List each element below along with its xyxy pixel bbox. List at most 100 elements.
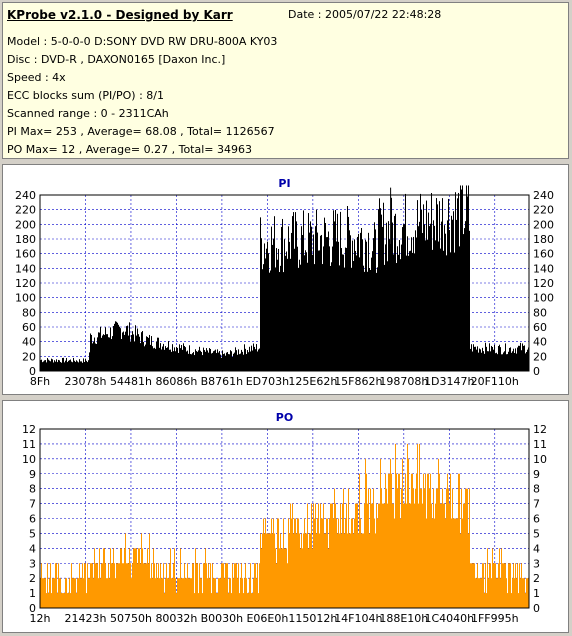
- pi-bar: [384, 264, 385, 371]
- po-bar: [346, 503, 347, 608]
- po-bar: [109, 578, 110, 608]
- po-bar: [317, 518, 318, 608]
- po-bar: [57, 593, 58, 608]
- pi-bar: [416, 237, 417, 371]
- pi-bar: [312, 254, 313, 371]
- po-bar: [77, 578, 78, 608]
- po-bar: [140, 563, 141, 608]
- po-bar: [502, 563, 503, 608]
- po-x-tick: 1C4040h: [424, 612, 474, 625]
- pi-bar: [442, 198, 443, 371]
- pi-bar: [459, 246, 460, 371]
- pi-bar: [431, 193, 432, 371]
- pi-bar: [339, 265, 340, 371]
- po-bar: [270, 533, 271, 608]
- po-bar: [368, 488, 369, 608]
- po-bar: [526, 578, 527, 608]
- po-bar: [431, 503, 432, 608]
- pi-y-tick-right: 60: [533, 321, 547, 334]
- po-bar: [262, 533, 263, 608]
- po-bar: [224, 578, 225, 608]
- pi-bar: [208, 352, 209, 371]
- po-bar: [298, 518, 299, 608]
- pi-bar: [255, 349, 256, 371]
- pi-bar: [486, 346, 487, 371]
- pi-bar: [275, 267, 276, 371]
- pi-bar: [491, 345, 492, 371]
- po-bar: [432, 518, 433, 608]
- po-bar: [320, 503, 321, 608]
- po-bar: [309, 533, 310, 608]
- po-bar: [121, 548, 122, 608]
- app-title: KProbe v2.1.0 - Designed by Karr: [7, 8, 233, 22]
- po-bar: [56, 563, 57, 608]
- po-bar: [359, 473, 360, 608]
- po-bar: [167, 578, 168, 608]
- pi-bar: [137, 328, 138, 371]
- pi-y-tick-left: 180: [15, 233, 36, 246]
- po-bar: [449, 503, 450, 608]
- po-bar: [473, 563, 474, 608]
- pi-y-tick-left: 240: [15, 189, 36, 202]
- po-bar: [500, 578, 501, 608]
- po-bar: [207, 578, 208, 608]
- po-bar: [324, 533, 325, 608]
- pi-bar: [393, 254, 394, 371]
- po-bar: [433, 488, 434, 608]
- po-bar: [417, 443, 418, 608]
- pi-bar: [411, 237, 412, 371]
- po-bar: [401, 488, 402, 608]
- po-bar: [84, 563, 85, 608]
- po-bar: [253, 578, 254, 608]
- po-bar: [313, 503, 314, 608]
- po-bar: [494, 563, 495, 608]
- pi-bar: [171, 351, 172, 371]
- po-bar: [127, 563, 128, 608]
- pi-bar: [441, 221, 442, 371]
- po-bar: [58, 563, 59, 608]
- pi-bar: [289, 241, 290, 371]
- pi-bar: [280, 265, 281, 371]
- pi-summary-line: PI Max= 253 , Average= 68.08 , Total= 11…: [7, 125, 275, 138]
- pi-bar: [264, 243, 265, 371]
- pi-bar: [489, 343, 490, 371]
- po-bar: [169, 563, 170, 608]
- pi-bar: [303, 210, 304, 371]
- pi-bar: [300, 264, 301, 371]
- pi-bar: [218, 352, 219, 371]
- po-bar: [297, 518, 298, 608]
- pi-chart-panel: PI 0 0 20 20 40 40 60 60 80 80 100 100 120 120 140 140 16…: [2, 164, 569, 395]
- pi-bar: [511, 352, 512, 371]
- po-bar: [325, 533, 326, 608]
- pi-y-tick-left: 140: [15, 262, 36, 275]
- pi-bar: [122, 332, 123, 371]
- pi-bar: [424, 224, 425, 371]
- po-bar: [513, 563, 514, 608]
- po-bar: [70, 593, 71, 608]
- po-bar: [407, 443, 408, 608]
- pi-bar: [437, 204, 438, 371]
- po-bar: [48, 593, 49, 608]
- po-bar: [104, 548, 105, 608]
- po-bar: [80, 578, 81, 608]
- pi-bar: [154, 347, 155, 371]
- pi-bar: [495, 353, 496, 371]
- po-bar: [112, 563, 113, 608]
- po-bar: [318, 503, 319, 608]
- pi-bar: [215, 349, 216, 371]
- pi-y-tick-right: 200: [533, 218, 554, 231]
- po-bar: [78, 578, 79, 608]
- po-bar: [67, 593, 68, 608]
- pi-bar: [250, 351, 251, 371]
- pi-bar: [89, 352, 90, 371]
- pi-bar: [419, 221, 420, 371]
- pi-bar: [188, 353, 189, 371]
- pi-bar: [436, 198, 437, 371]
- pi-bar: [65, 360, 66, 371]
- po-bar: [472, 563, 473, 608]
- po-bar: [202, 593, 203, 608]
- pi-y-tick-left: 160: [15, 248, 36, 261]
- pi-bar: [479, 348, 480, 371]
- pi-bar: [141, 332, 142, 371]
- pi-bar: [415, 230, 416, 371]
